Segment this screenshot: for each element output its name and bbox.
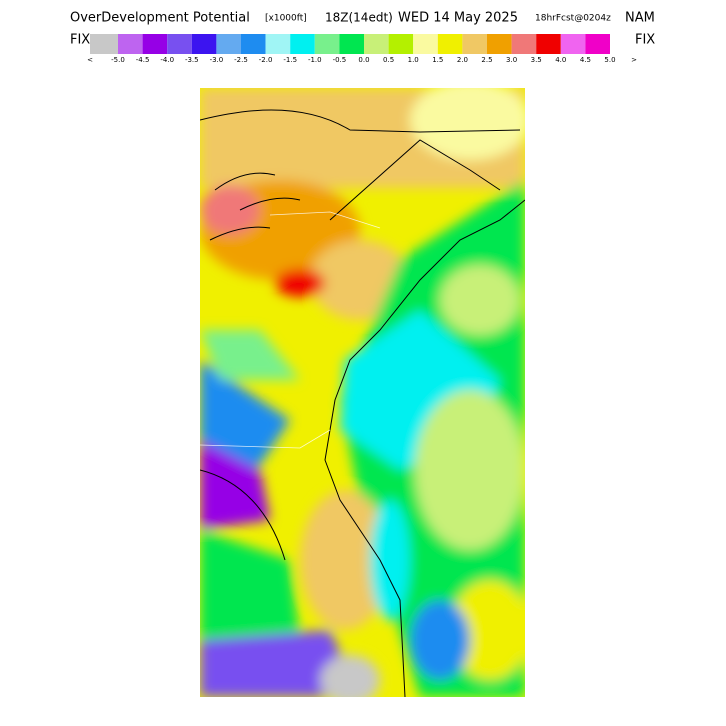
colorbar-label: -4.0 bbox=[160, 56, 174, 64]
title: OverDevelopment Potential bbox=[70, 11, 250, 26]
color-swatch bbox=[314, 34, 340, 54]
valid-time: 18Z(14edt) bbox=[325, 11, 393, 25]
color-swatch bbox=[216, 34, 241, 54]
color-swatch bbox=[364, 34, 389, 54]
color-swatch bbox=[511, 34, 537, 54]
color-swatch bbox=[560, 34, 586, 54]
color-swatch bbox=[437, 34, 463, 54]
colorbar-label: -5.0 bbox=[111, 56, 125, 64]
colorbar-label: 4.0 bbox=[555, 56, 566, 64]
color-swatch bbox=[536, 34, 561, 54]
map bbox=[200, 88, 525, 697]
model: NAM bbox=[625, 11, 655, 26]
colorbar-label: -2.5 bbox=[234, 56, 248, 64]
colorbar: < -5.0 -4.5 -4.0 -3.5 -3.0 -2.5 -2.0 -1.5 -1.0 -0.… bbox=[87, 34, 637, 64]
color-swatch bbox=[142, 34, 168, 54]
color-swatch bbox=[585, 34, 610, 54]
boundaries bbox=[200, 109, 525, 697]
colorbar-label: 3.5 bbox=[531, 56, 542, 64]
field-shading bbox=[200, 88, 525, 697]
side-label: FIX bbox=[635, 33, 655, 48]
color-swatch bbox=[241, 34, 266, 54]
colorbar-label: < bbox=[87, 56, 93, 64]
colorbar-label: > bbox=[631, 56, 637, 64]
colorbar-label: 2.0 bbox=[457, 56, 468, 64]
color-swatch bbox=[167, 34, 192, 54]
colorbar-label: -3.5 bbox=[185, 56, 199, 64]
colorbar-label: 0.0 bbox=[358, 56, 369, 64]
colorbar-label: 1.0 bbox=[408, 56, 419, 64]
color-swatch bbox=[191, 34, 217, 54]
color-swatch bbox=[290, 34, 315, 54]
color-swatch bbox=[462, 34, 487, 54]
units: [x1000ft] bbox=[265, 14, 307, 24]
colorbar-label: -1.5 bbox=[283, 56, 297, 64]
colorbar-label: 3.0 bbox=[506, 56, 517, 64]
colorbar-label: 4.5 bbox=[580, 56, 591, 64]
color-swatch bbox=[388, 34, 414, 54]
color-swatch bbox=[487, 34, 512, 54]
colorbar-label: -4.5 bbox=[136, 56, 150, 64]
color-swatch bbox=[413, 34, 438, 54]
forecast: 18hrFcst@0204z bbox=[535, 14, 611, 24]
color-swatch bbox=[265, 34, 291, 54]
colorbar-label: -3.0 bbox=[210, 56, 224, 64]
state-lines bbox=[200, 211, 381, 449]
colorbar-label: -0.5 bbox=[333, 56, 347, 64]
colorbar-label: 5.0 bbox=[604, 56, 615, 64]
color-swatch bbox=[90, 34, 118, 54]
color-swatch bbox=[339, 34, 364, 54]
color-swatch bbox=[118, 34, 143, 54]
side-label: FIX bbox=[70, 33, 90, 48]
colorbar-label: 0.5 bbox=[383, 56, 394, 64]
colorbar-label: -2.0 bbox=[259, 56, 273, 64]
colorbar-label: 1.5 bbox=[432, 56, 443, 64]
colorbar-label: -1.0 bbox=[308, 56, 322, 64]
colorbar-label: 2.5 bbox=[481, 56, 492, 64]
date: WED 14 May 2025 bbox=[398, 11, 518, 26]
